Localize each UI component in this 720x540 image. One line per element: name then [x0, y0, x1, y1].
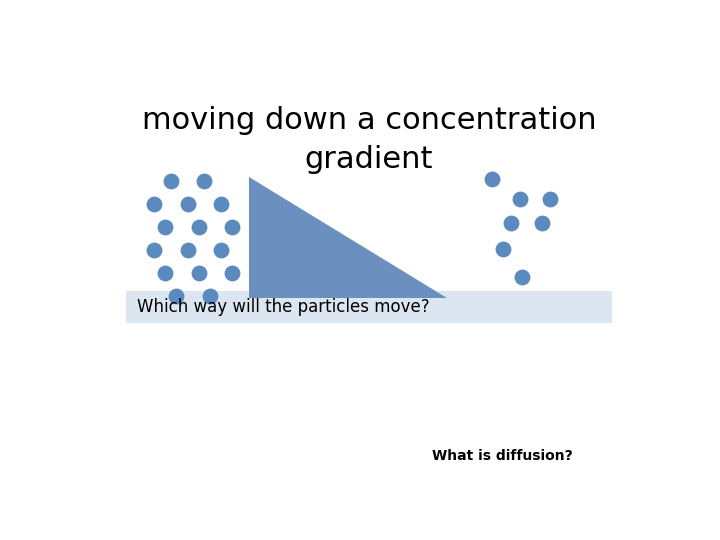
Point	[148, 200, 160, 208]
Point	[536, 219, 548, 227]
Point	[544, 194, 556, 203]
Point	[160, 222, 171, 231]
Point	[497, 244, 508, 253]
Point	[227, 268, 238, 277]
Point	[193, 268, 204, 277]
Point	[486, 175, 498, 184]
Point	[182, 200, 194, 208]
Point	[160, 268, 171, 277]
FancyBboxPatch shape	[126, 292, 612, 322]
Point	[505, 219, 517, 227]
Point	[517, 273, 528, 281]
Point	[227, 222, 238, 231]
Point	[215, 200, 227, 208]
Point	[199, 177, 210, 186]
Text: What is diffusion?: What is diffusion?	[432, 449, 572, 463]
Text: Which way will the particles move?: Which way will the particles move?	[138, 298, 430, 316]
Polygon shape	[249, 177, 447, 298]
Point	[514, 194, 526, 203]
Point	[215, 246, 227, 254]
Point	[204, 291, 216, 300]
Point	[148, 246, 160, 254]
Text: moving down a concentration
gradient: moving down a concentration gradient	[142, 106, 596, 173]
Point	[182, 246, 194, 254]
Point	[165, 177, 176, 186]
Point	[193, 222, 204, 231]
Point	[171, 291, 182, 300]
